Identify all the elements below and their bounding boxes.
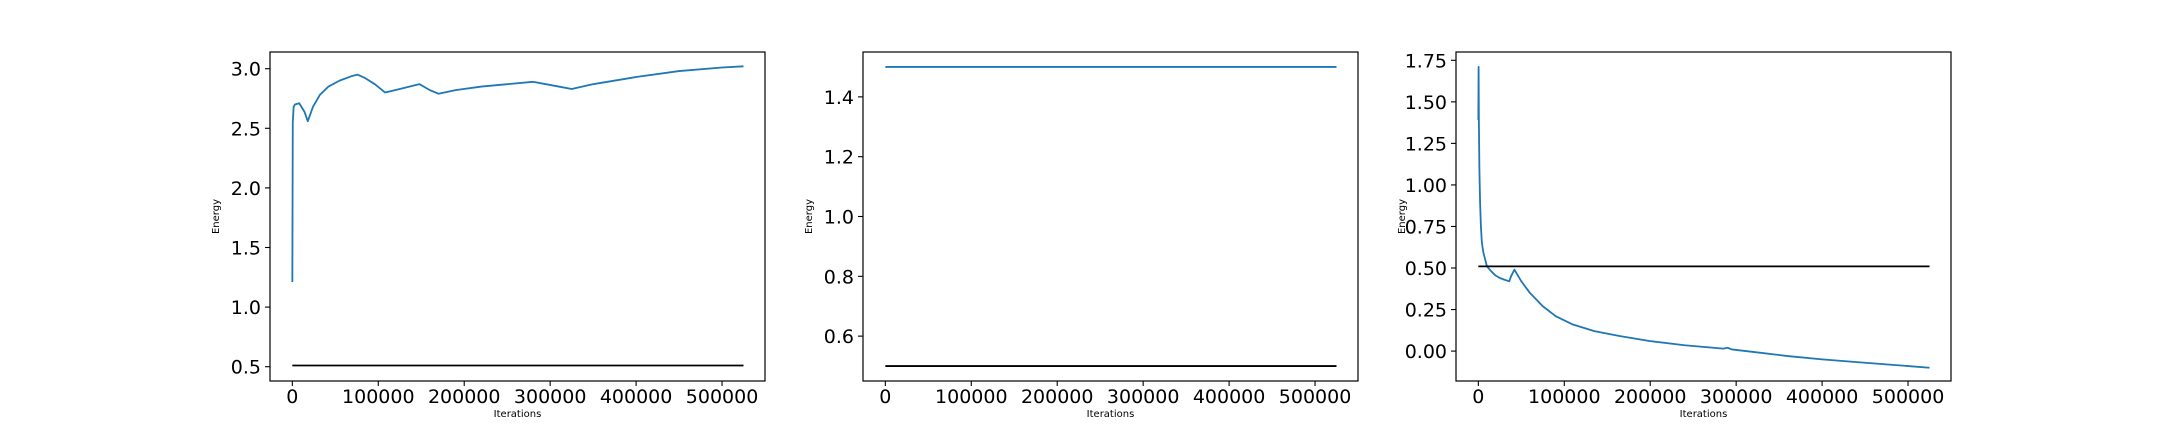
y-tick-label: 0.25 [1405,300,1447,322]
x-tick-label: 100000 [1528,386,1601,408]
x-tick-label: 400000 [600,386,673,408]
x-tick-label: 300000 [514,386,587,408]
x-tick-label: 300000 [1107,386,1180,408]
x-tick-label: 500000 [1279,386,1352,408]
y-tick-label: 2.5 [231,118,261,140]
axes-frame [862,51,1359,382]
x-axis-label: Iterations [1087,409,1135,420]
x-tick-label: 0 [879,386,891,408]
y-axis-label: Energy [804,199,815,234]
y-tick-label: 0.75 [1405,216,1447,238]
y-tick-label: 0.50 [1405,258,1447,280]
y-tick-label: 2.0 [231,178,261,200]
x-tick-label: 0 [1472,386,1484,408]
x-tick-label: 300000 [1700,386,1773,408]
x-axis-label: Iterations [1680,409,1728,420]
x-tick-label: 500000 [1872,386,1945,408]
x-tick-label: 200000 [1021,386,1094,408]
y-tick-label: 1.25 [1405,133,1447,155]
x-tick-label: 0 [286,386,298,408]
x-tick-label: 400000 [1786,386,1859,408]
x-axis-label: Iterations [494,409,542,420]
axes-frame [269,51,766,382]
x-tick-label: 100000 [935,386,1008,408]
x-tick-label: 500000 [686,386,759,408]
x-tick-label: 200000 [428,386,501,408]
y-tick-label: 0.00 [1405,341,1447,363]
series-line-1 [1477,66,1930,369]
y-tick-label: 0.8 [824,266,854,288]
axes-frame [1455,51,1952,382]
chart-panel-2: 0 100000 200000 300000 400000 500000 0.6 0.8 1.0… [804,51,1359,420]
y-tick-label: 1.0 [231,297,261,319]
y-axis-label: Energy [1397,199,1408,234]
x-tick-label: 400000 [1193,386,1266,408]
x-tick-label: 100000 [342,386,415,408]
y-tick-label: 1.75 [1405,50,1447,72]
y-axis-label: Energy [211,199,222,234]
y-tick-label: 1.2 [824,147,854,169]
y-tick-label: 1.5 [231,237,261,259]
y-tick-label: 1.4 [824,87,854,109]
y-tick-label: 1.50 [1405,92,1447,114]
y-tick-label: 0.6 [824,326,854,348]
y-tick-label: 3.0 [231,59,261,81]
chart-panel-3: 0 100000 200000 300000 400000 500000 0.00 0.25 0… [1397,50,1952,420]
y-tick-label: 1.00 [1405,175,1447,197]
y-tick-label: 1.0 [824,207,854,229]
x-tick-label: 200000 [1614,386,1687,408]
y-tick-label: 0.5 [231,357,261,379]
chart-panel-1: 0 100000 200000 300000 400000 500000 0.5 1.0 1.5… [211,51,766,420]
series-line-1 [291,65,744,283]
